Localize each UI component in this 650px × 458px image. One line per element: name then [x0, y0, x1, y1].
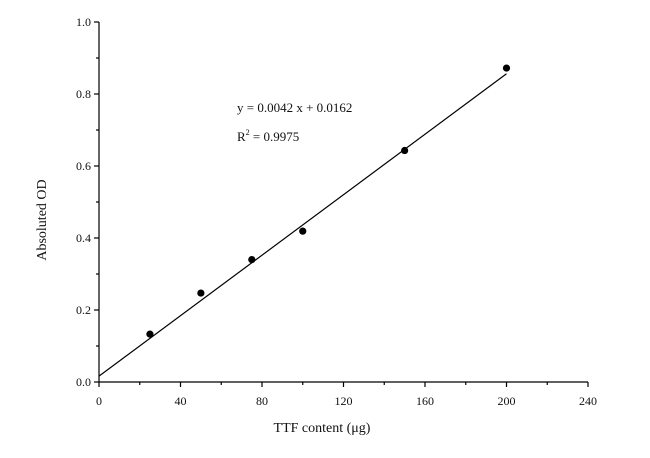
data-point — [146, 330, 154, 338]
data-point — [197, 289, 205, 297]
r-squared-value: = 0.9975 — [250, 129, 300, 144]
equation-label: y = 0.0042 x + 0.0162 — [237, 100, 352, 115]
fit-line-group — [98, 73, 507, 377]
r-squared-prefix: R — [237, 129, 246, 144]
data-point — [299, 227, 307, 235]
axes — [98, 22, 588, 383]
y-tick-label: 1.0 — [76, 15, 91, 29]
r-squared-superscript: 2 — [246, 128, 250, 137]
data-point — [401, 146, 409, 155]
x-tick-label: 200 — [498, 394, 516, 408]
y-tick-label: 0.6 — [76, 159, 91, 173]
y-tick-label: 0.8 — [76, 87, 91, 101]
regression-line — [98, 73, 507, 377]
data-points — [146, 64, 511, 338]
y-tick-label: 0.4 — [76, 231, 91, 245]
x-tick-label: 160 — [416, 394, 434, 408]
y-tick-label: 0.0 — [76, 375, 91, 389]
data-point — [502, 64, 511, 72]
x-tick-label: 80 — [256, 394, 268, 408]
x-tick-label: 40 — [175, 394, 187, 408]
ticks: 0 40 80 120 160 200 240 0.0 0.2 0.4 0.6 0.8 1.0 — [76, 15, 597, 408]
x-axis-label: TTF content (μg) — [274, 421, 371, 436]
r-squared-label: R2 = 0.9975 — [237, 128, 299, 144]
x-tick-label: 0 — [96, 394, 102, 408]
data-point — [248, 256, 256, 264]
x-tick-label: 120 — [335, 394, 353, 408]
y-tick-label: 0.2 — [76, 303, 91, 317]
x-tick-label: 240 — [579, 394, 597, 408]
y-axis-label: Absoluted OD — [35, 179, 50, 260]
